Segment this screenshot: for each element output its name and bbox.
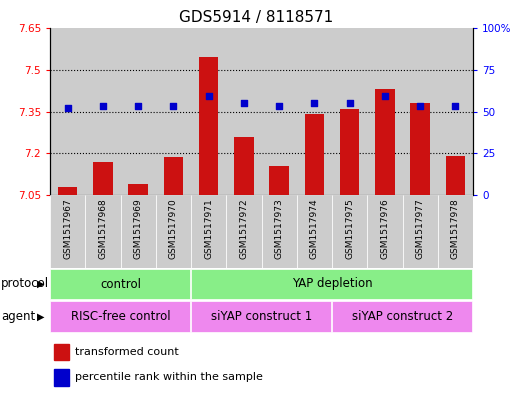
Text: YAP depletion: YAP depletion — [292, 277, 372, 290]
Point — [346, 100, 354, 106]
Bar — [297, 195, 332, 268]
Bar — [438, 28, 473, 195]
Bar — [375, 89, 394, 195]
Text: siYAP construct 1: siYAP construct 1 — [211, 310, 312, 323]
Bar — [332, 28, 367, 195]
Bar — [164, 158, 183, 195]
Point — [451, 103, 460, 110]
Bar — [156, 28, 191, 195]
Bar — [50, 195, 85, 268]
Point — [416, 103, 424, 110]
Text: ▶: ▶ — [37, 312, 45, 321]
Text: siYAP construct 2: siYAP construct 2 — [352, 310, 453, 323]
Bar — [121, 195, 156, 268]
Text: transformed count: transformed count — [75, 347, 179, 356]
Text: ▶: ▶ — [37, 279, 45, 289]
Bar — [410, 103, 430, 195]
Bar — [85, 195, 121, 268]
Text: GSM1517974: GSM1517974 — [310, 198, 319, 259]
Text: GSM1517973: GSM1517973 — [274, 198, 284, 259]
Bar — [199, 57, 219, 195]
Text: control: control — [100, 277, 141, 290]
Text: GSM1517978: GSM1517978 — [451, 198, 460, 259]
Bar — [367, 28, 403, 195]
Text: GSM1517968: GSM1517968 — [98, 198, 107, 259]
Point — [205, 93, 213, 99]
Bar — [403, 195, 438, 268]
Bar — [128, 184, 148, 195]
Text: agent: agent — [1, 310, 35, 323]
Bar — [332, 195, 367, 268]
Bar — [226, 28, 262, 195]
Bar — [50, 28, 85, 195]
Text: GSM1517977: GSM1517977 — [416, 198, 425, 259]
Point — [99, 103, 107, 110]
Bar — [340, 109, 359, 195]
Bar — [297, 28, 332, 195]
Bar — [191, 301, 331, 332]
Text: GSM1517967: GSM1517967 — [63, 198, 72, 259]
Text: percentile rank within the sample: percentile rank within the sample — [75, 373, 263, 382]
Text: GDS5914 / 8118571: GDS5914 / 8118571 — [180, 10, 333, 25]
Point — [381, 93, 389, 99]
Bar — [332, 301, 472, 332]
Bar — [262, 28, 297, 195]
Text: GSM1517970: GSM1517970 — [169, 198, 178, 259]
Text: protocol: protocol — [1, 277, 49, 290]
Bar — [156, 195, 191, 268]
Bar — [58, 187, 77, 195]
Point — [134, 103, 142, 110]
Bar — [234, 136, 253, 195]
Bar — [54, 369, 69, 386]
Bar — [269, 166, 289, 195]
Bar — [305, 114, 324, 195]
Bar — [191, 28, 226, 195]
Bar — [50, 269, 190, 299]
Bar — [121, 28, 156, 195]
Text: GSM1517969: GSM1517969 — [133, 198, 143, 259]
Bar — [403, 28, 438, 195]
Bar — [446, 156, 465, 195]
Bar — [50, 301, 190, 332]
Text: GSM1517971: GSM1517971 — [204, 198, 213, 259]
Point — [275, 103, 283, 110]
Bar — [85, 28, 121, 195]
Point — [169, 103, 177, 110]
Bar — [191, 195, 226, 268]
Point — [240, 100, 248, 106]
Point — [310, 100, 319, 106]
Point — [64, 105, 72, 111]
Bar — [226, 195, 262, 268]
Bar — [93, 162, 112, 195]
Bar — [191, 269, 472, 299]
Text: GSM1517972: GSM1517972 — [240, 198, 248, 259]
Bar — [262, 195, 297, 268]
Text: GSM1517976: GSM1517976 — [380, 198, 389, 259]
Text: GSM1517975: GSM1517975 — [345, 198, 354, 259]
Text: RISC-free control: RISC-free control — [71, 310, 170, 323]
Bar — [367, 195, 403, 268]
Bar — [54, 343, 69, 360]
Bar — [438, 195, 473, 268]
